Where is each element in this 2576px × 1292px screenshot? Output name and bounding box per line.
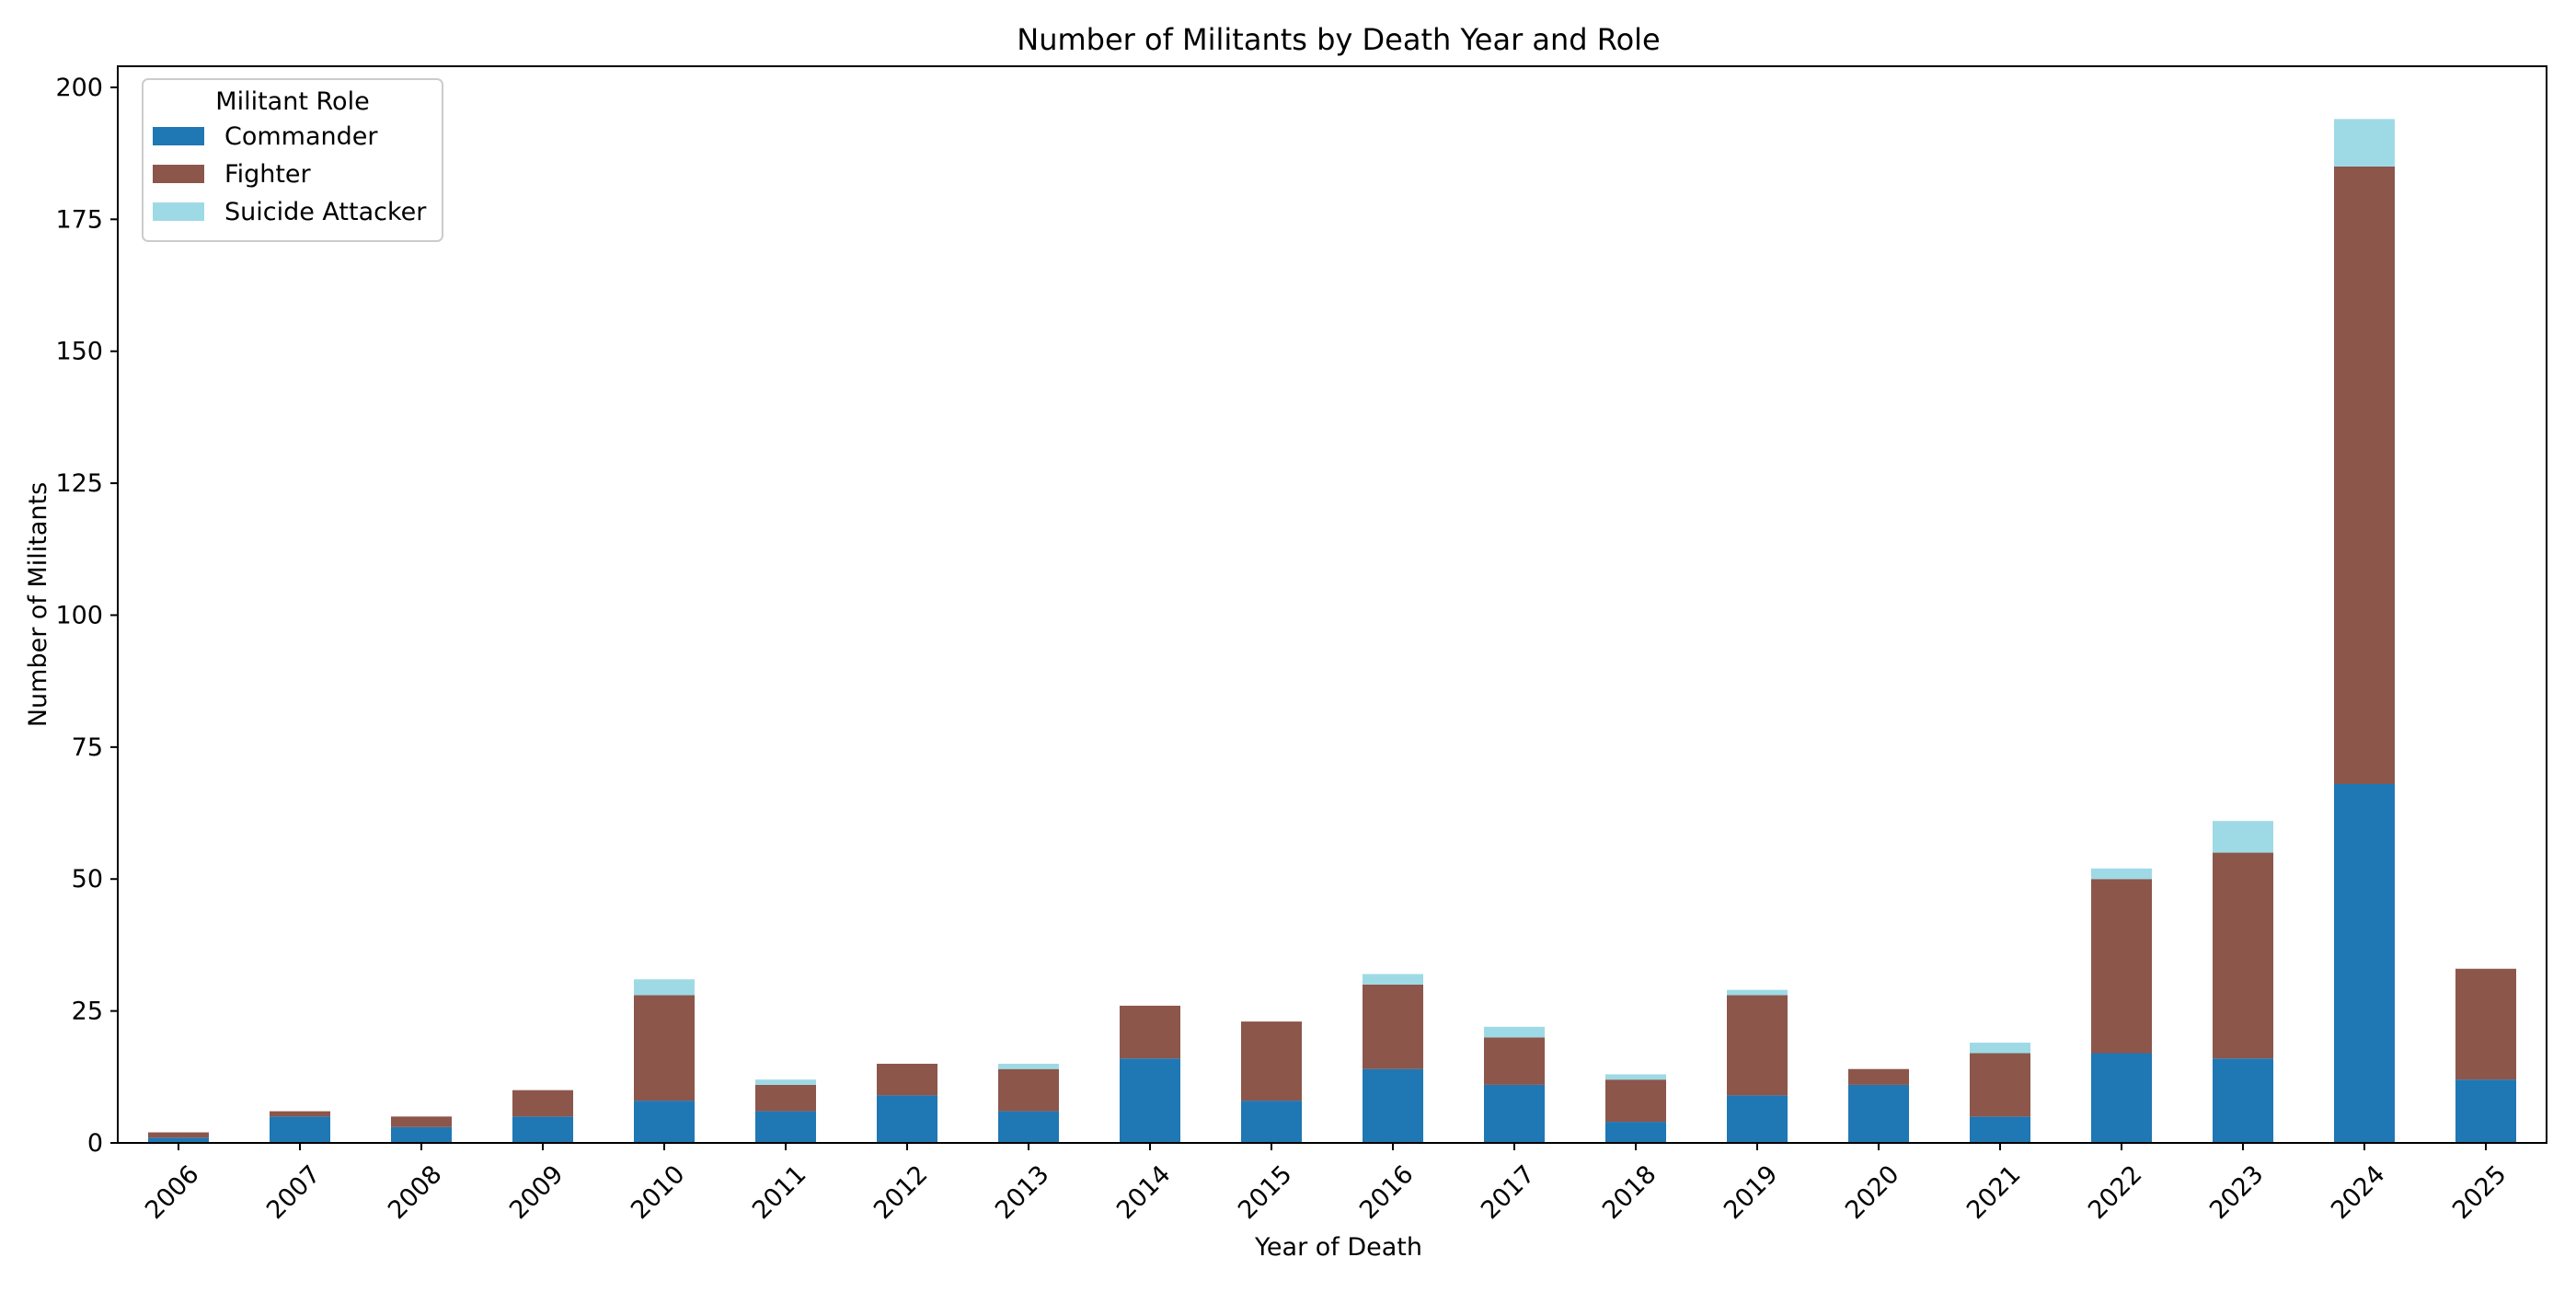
bar-fighter-2010	[634, 995, 695, 1102]
bar-suicide-attacker-2023	[2213, 821, 2273, 853]
legend-box	[142, 78, 443, 242]
y-tick-label: 150	[55, 338, 103, 366]
bar-commander-2010	[634, 1101, 695, 1143]
legend-label-fighter: Fighter	[224, 160, 312, 189]
bar-commander-2016	[1363, 1068, 1423, 1143]
x-tick-label: 2010	[626, 1160, 691, 1226]
bar-suicide-attacker-2024	[2334, 119, 2395, 167]
bar-fighter-2006	[148, 1132, 209, 1138]
y-tick-label: 100	[55, 601, 103, 629]
x-tick-label: 2015	[1233, 1160, 1298, 1226]
bar-commander-2024	[2334, 784, 2395, 1143]
bar-fighter-2024	[2334, 166, 2395, 784]
bar-fighter-2017	[1484, 1037, 1545, 1085]
legend: Militant Role Commander Fighter Suicide At…	[142, 78, 443, 242]
bar-suicide-attacker-2017	[1484, 1026, 1545, 1038]
x-axis: 2006 2007 2008 2009 2010 2011 2012 2013 2014 2015…	[140, 1143, 2513, 1225]
bar-commander-2009	[512, 1116, 573, 1143]
y-tick-label: 175	[55, 205, 103, 234]
bar-fighter-2021	[1970, 1053, 2030, 1117]
legend-swatch-suicide-attacker	[153, 202, 204, 221]
bar-suicide-attacker-2011	[755, 1079, 816, 1085]
x-tick-label: 2018	[1597, 1160, 1662, 1226]
bar-suicide-attacker-2022	[2091, 868, 2152, 880]
y-axis: 0 25 50 75 100 125 150 175 200	[55, 74, 118, 1158]
bar-fighter-2022	[2091, 879, 2152, 1054]
legend-label-suicide-attacker: Suicide Attacker	[224, 198, 427, 226]
x-tick-label: 2007	[261, 1160, 327, 1226]
y-tick-label: 75	[72, 733, 103, 762]
bar-fighter-2007	[270, 1111, 330, 1117]
bar-commander-2006	[148, 1137, 209, 1143]
bar-commander-2025	[2455, 1079, 2516, 1143]
y-tick-label: 0	[87, 1129, 103, 1158]
x-tick-label: 2017	[1476, 1160, 1541, 1226]
bar-commander-2023	[2213, 1058, 2273, 1143]
bar-commander-2021	[1970, 1116, 2030, 1143]
bar-fighter-2016	[1363, 984, 1423, 1069]
bar-fighter-2008	[391, 1116, 452, 1127]
bar-fighter-2009	[512, 1090, 573, 1117]
y-tick-label: 50	[72, 865, 103, 894]
bar-commander-2007	[270, 1116, 330, 1143]
x-tick-label: 2012	[868, 1160, 934, 1226]
x-tick-label: 2022	[2083, 1160, 2148, 1226]
y-tick-label: 200	[55, 74, 103, 102]
bar-fighter-2013	[998, 1068, 1059, 1112]
bar-commander-2018	[1605, 1122, 1666, 1143]
x-tick-label: 2021	[1961, 1160, 2027, 1226]
bar-commander-2008	[391, 1126, 452, 1143]
bar-fighter-2015	[1241, 1021, 1302, 1102]
x-tick-label: 2013	[990, 1160, 1055, 1226]
bar-commander-2011	[755, 1111, 816, 1143]
bar-suicide-attacker-2013	[998, 1063, 1059, 1069]
bar-fighter-2019	[1727, 995, 1788, 1096]
x-tick-label: 2023	[2204, 1160, 2270, 1226]
bar-fighter-2014	[1120, 1005, 1180, 1059]
chart-title: Number of Militants by Death Year and Ro…	[1017, 22, 1660, 57]
bar-suicide-attacker-2021	[1970, 1043, 2030, 1054]
bar-fighter-2023	[2213, 852, 2273, 1059]
x-tick-label: 2009	[504, 1160, 569, 1226]
x-tick-label: 2024	[2326, 1160, 2391, 1226]
bar-suicide-attacker-2016	[1363, 974, 1423, 985]
x-tick-label: 2019	[1719, 1160, 1784, 1226]
bar-fighter-2012	[877, 1063, 937, 1096]
y-tick-label: 125	[55, 469, 103, 498]
legend-label-commander: Commander	[224, 122, 378, 151]
x-tick-label: 2011	[747, 1160, 812, 1226]
bar-commander-2019	[1727, 1095, 1788, 1143]
bar-commander-2022	[2091, 1053, 2152, 1143]
bar-suicide-attacker-2010	[634, 979, 695, 996]
bar-fighter-2011	[755, 1084, 816, 1112]
bar-commander-2017	[1484, 1084, 1545, 1143]
bar-fighter-2025	[2455, 968, 2516, 1080]
legend-swatch-commander	[153, 127, 204, 145]
bar-commander-2014	[1120, 1058, 1180, 1143]
x-tick-label: 2006	[140, 1160, 205, 1226]
plot-frame	[117, 65, 2547, 1144]
x-tick-label: 2016	[1354, 1160, 1420, 1226]
x-tick-label: 2025	[2447, 1160, 2513, 1226]
x-tick-label: 2008	[383, 1160, 448, 1226]
x-axis-label: Year of Death	[1254, 1233, 1422, 1262]
bar-suicide-attacker-2019	[1727, 989, 1788, 996]
x-tick-label: 2014	[1111, 1160, 1177, 1226]
bar-fighter-2020	[1848, 1068, 1909, 1085]
y-tick-label: 25	[72, 998, 103, 1026]
x-tick-label: 2020	[1840, 1160, 1905, 1226]
legend-title: Militant Role	[215, 87, 369, 116]
bars-layer	[148, 119, 2516, 1143]
bar-commander-2013	[998, 1111, 1059, 1143]
bar-commander-2012	[877, 1095, 937, 1143]
bar-commander-2015	[1241, 1101, 1302, 1143]
legend-items: Commander Fighter Suicide Attacker	[153, 122, 427, 226]
bar-commander-2020	[1848, 1084, 1909, 1143]
y-axis-label: Number of Militants	[24, 482, 52, 727]
bar-fighter-2018	[1605, 1079, 1666, 1123]
legend-swatch-fighter	[153, 165, 204, 183]
bar-suicide-attacker-2018	[1605, 1074, 1666, 1080]
